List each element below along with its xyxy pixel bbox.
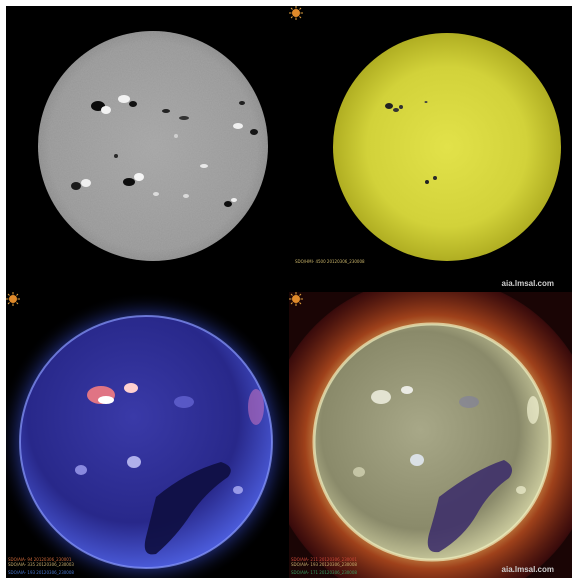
- magnetogram-disk-image: [38, 31, 268, 261]
- sun-logo-icon: [289, 6, 303, 20]
- aia-brand-label: aia.lmsal.com: [501, 279, 554, 288]
- continuum-caption: SDO/HMI- 4500 20120306_230008: [295, 259, 365, 264]
- continuum-disk-image: [333, 33, 561, 261]
- aia-brand-label: aia.lmsal.com: [501, 565, 554, 574]
- sun-logo-icon: [6, 292, 20, 306]
- yellow-caption-2: SDO/AIA- 193 20120306_230008: [291, 562, 357, 567]
- sun-logo-icon: [289, 292, 303, 306]
- blue-caption-2: SDO/AIA- 335 20120306_230003: [8, 562, 74, 567]
- aia-blue-disk-image: [6, 292, 289, 578]
- aia-yellow-disk-image: [289, 292, 572, 578]
- aia-yellow-composite-panel: SDO/AIA- 211 20120306_230001 SDO/AIA- 19…: [289, 292, 572, 578]
- yellow-caption-3: SDO/AIA- 171 20120306_230008: [291, 570, 357, 575]
- hmi-magnetogram-panel: [6, 6, 289, 292]
- solar-image-grid: SDO/HMI- 4500 20120306_230008 aia.lmsal.…: [6, 6, 572, 578]
- blue-caption-3: SDO/AIA- 193 20120306_230008: [8, 570, 74, 575]
- blue-caption-1: SDO/AIA- 94 20120306_230001: [8, 557, 72, 562]
- yellow-caption-1: SDO/AIA- 211 20120306_230001: [291, 557, 357, 562]
- sunspots: [385, 101, 437, 184]
- hmi-continuum-panel: SDO/HMI- 4500 20120306_230008 aia.lmsal.…: [289, 6, 572, 292]
- aia-blue-composite-panel: SDO/AIA- 94 20120306_230001 SDO/AIA- 335…: [6, 292, 289, 578]
- magnetogram-active-regions: [71, 95, 258, 207]
